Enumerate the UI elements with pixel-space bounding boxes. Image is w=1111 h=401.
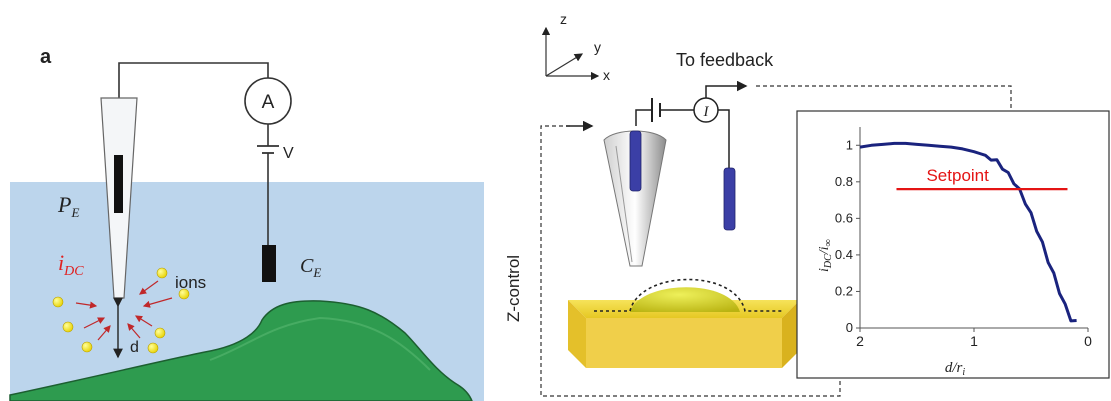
current-label: iDC bbox=[58, 250, 84, 279]
feedback-label: To feedback bbox=[676, 50, 774, 70]
probe-electrode-label: PE bbox=[57, 192, 79, 220]
scanning-pipette bbox=[603, 130, 667, 267]
counter-electrode bbox=[262, 245, 276, 282]
probe-electrode-wire bbox=[114, 155, 123, 213]
ion bbox=[178, 288, 190, 300]
distance-label: d bbox=[130, 339, 139, 356]
probe-wire bbox=[635, 109, 652, 126]
axis-z-label: z bbox=[560, 11, 567, 27]
cell-highlight bbox=[209, 316, 431, 371]
left-panel: a A V CE PE iDC ions d bbox=[9, 46, 484, 401]
chart-ylabel: iDC/i∞ bbox=[817, 239, 834, 272]
counter-wire bbox=[718, 109, 730, 170]
ion bbox=[81, 341, 93, 353]
feedback-dashed-line bbox=[756, 85, 1012, 110]
axes-triad: z y x bbox=[541, 11, 610, 83]
panel-letter: a bbox=[40, 46, 52, 68]
current-meter-label: I bbox=[703, 104, 710, 120]
biological-cell bbox=[9, 300, 473, 401]
chart-ticks: 0 0.2 0.4 0.6 0.8 1 2 1 0 bbox=[835, 127, 1092, 349]
ion-arrow bbox=[83, 317, 106, 329]
substrate-front bbox=[586, 318, 782, 368]
ion bbox=[62, 321, 74, 333]
chart-x-tick-label: 2 bbox=[856, 333, 864, 349]
ion-arrow bbox=[134, 315, 153, 327]
ion bbox=[154, 327, 166, 339]
ion-arrow bbox=[142, 297, 173, 308]
setpoint-label: Setpoint bbox=[926, 166, 989, 185]
circuit-wire bbox=[118, 62, 269, 98]
ion-arrow bbox=[139, 280, 159, 295]
chart-y-tick-label: 0.6 bbox=[835, 210, 853, 225]
counter-electrode-label: CE bbox=[300, 255, 321, 280]
substrate-right-side bbox=[782, 300, 800, 368]
pipette-inner-wall bbox=[615, 145, 633, 263]
chart-frame bbox=[796, 110, 1110, 379]
chart-y-tick-label: 0.2 bbox=[835, 283, 853, 298]
axis-y-label: y bbox=[594, 39, 601, 55]
ions-label: ions bbox=[175, 273, 206, 292]
ion-arrow bbox=[75, 301, 98, 309]
counter-electrode bbox=[723, 167, 736, 231]
ion-arrow bbox=[97, 325, 111, 341]
scan-trajectory bbox=[594, 278, 784, 312]
sample-droplet bbox=[630, 287, 740, 312]
probe-electrode bbox=[629, 130, 642, 192]
ion bbox=[147, 342, 159, 354]
chart-y-tick-label: 0 bbox=[846, 320, 853, 335]
chart-xlabel: d/ri bbox=[945, 360, 966, 378]
chart-x-tick-label: 0 bbox=[1084, 333, 1092, 349]
right-panel: z y x To feedback I Z-control bbox=[504, 11, 1012, 397]
axis-x-label: x bbox=[603, 67, 610, 83]
ion bbox=[156, 267, 168, 279]
chart-y-tick-label: 1 bbox=[846, 137, 853, 152]
substrate-side bbox=[568, 300, 586, 368]
approach-curve-series bbox=[859, 141, 1077, 323]
voltage-label: V bbox=[283, 145, 294, 162]
chart-y-tick-label: 0.4 bbox=[835, 247, 853, 262]
zcontrol-dashed-loop bbox=[540, 125, 841, 397]
chart-y-tick-label: 0.8 bbox=[835, 174, 853, 189]
approach-curve-chart: 0 0.2 0.4 0.6 0.8 1 2 1 0 Setpoint iDC/i∞ d/ri bbox=[796, 110, 1110, 379]
chart-x-tick-label: 1 bbox=[970, 333, 978, 349]
ion-arrow bbox=[127, 323, 141, 339]
ion bbox=[52, 296, 64, 308]
ammeter-label: A bbox=[262, 92, 275, 113]
zcontrol-label: Z-control bbox=[504, 255, 523, 322]
feedback-arrow bbox=[705, 80, 748, 98]
